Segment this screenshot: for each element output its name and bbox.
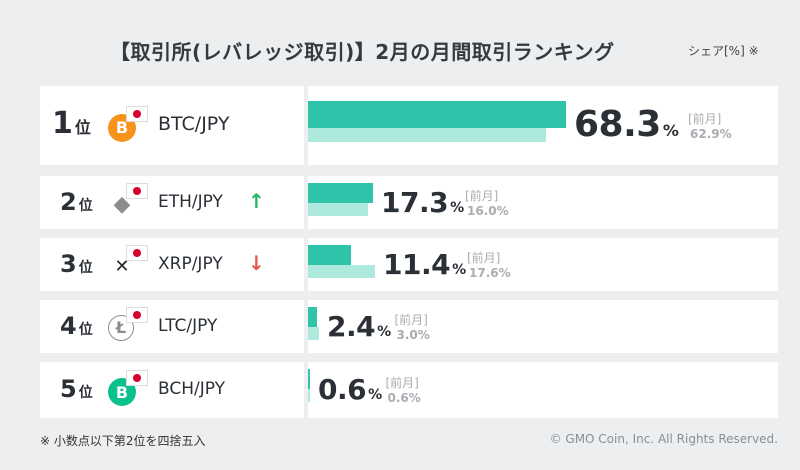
japan-flag-icon xyxy=(126,105,148,122)
share-unit-label: シェア[%] ※ xyxy=(688,44,759,58)
current-share-bar xyxy=(308,307,317,327)
percent-sign: % xyxy=(368,387,383,403)
previous-share-number: 16.0% xyxy=(467,203,509,218)
previous-share-bar xyxy=(308,128,546,142)
ranking-row-1: 1 位 B BTC/JPY 68.3% [前月] 62.9% xyxy=(40,86,778,165)
rank-suffix: 位 xyxy=(78,385,93,401)
current-share-bar xyxy=(308,369,310,389)
rank-number: 3 xyxy=(60,249,77,278)
previous-share-number: 17.6% xyxy=(469,265,511,280)
japan-flag-icon xyxy=(126,306,148,323)
previous-month-label: [前月] xyxy=(394,312,428,327)
previous-month-value: [前月] 62.9% xyxy=(688,110,732,142)
previous-month-value: [前月] 0.6% xyxy=(386,374,421,406)
pair-name: BCH/JPY xyxy=(158,379,226,399)
arrow-up-icon: ↑ xyxy=(248,188,265,213)
previous-month-label: [前月] xyxy=(467,250,501,265)
current-share-value: 68.3% xyxy=(574,104,679,145)
share-number: 0.6 xyxy=(318,373,367,406)
chart-title: 【取引所(レバレッジ取引)】2月の月間取引ランキング xyxy=(110,40,615,64)
previous-month-value: [前月] 17.6% xyxy=(467,249,511,281)
rank-suffix: 位 xyxy=(74,117,91,137)
previous-share-bar xyxy=(308,327,319,340)
previous-month-value: [前月] 16.0% xyxy=(465,187,509,219)
previous-month-label: [前月] xyxy=(385,376,419,390)
current-share-value: 2.4% xyxy=(327,310,391,343)
current-share-bar xyxy=(308,245,351,265)
previous-share-bar xyxy=(308,203,368,216)
current-share-value: 17.3% xyxy=(381,186,464,219)
percent-sign: % xyxy=(452,261,467,278)
current-share-value: 0.6% xyxy=(318,373,382,406)
previous-share-number: 3.0% xyxy=(396,327,430,342)
ranking-row-3: 3 位 ✕ XRP/JPY ↓ 11.4% [前月] 17.6% xyxy=(40,238,778,291)
rank-suffix: 位 xyxy=(78,197,93,214)
column-divider xyxy=(304,84,308,420)
ranking-row-4: 4 位 Ł LTC/JPY 2.4% [前月] 3.0% xyxy=(40,300,778,353)
rank-suffix: 位 xyxy=(78,321,93,338)
rank-number: 1 xyxy=(52,105,73,141)
share-number: 68.3 xyxy=(574,103,661,145)
pair-name: LTC/JPY xyxy=(158,315,218,336)
japan-flag-icon xyxy=(126,182,148,199)
rank-number: 2 xyxy=(60,187,77,216)
percent-sign: % xyxy=(450,199,465,216)
previous-share-bar xyxy=(308,265,375,278)
previous-share-number: 0.6% xyxy=(387,391,421,405)
footnote: ※ 小数点以下第2位を四捨五入 xyxy=(40,434,206,448)
japan-flag-icon xyxy=(126,370,148,386)
pair-name: XRP/JPY xyxy=(158,253,223,274)
current-share-value: 11.4% xyxy=(383,248,466,281)
previous-month-label: [前月] xyxy=(465,188,499,203)
pair-name: ETH/JPY xyxy=(158,191,223,212)
share-number: 17.3 xyxy=(381,185,449,219)
ranking-row-5: 5 位 B BCH/JPY 0.6% [前月] 0.6% xyxy=(40,362,778,418)
ranking-row-2: 2 位 ◆ ETH/JPY ↑ 17.3% [前月] 16.0% xyxy=(40,176,778,229)
rank-suffix: 位 xyxy=(78,259,93,276)
previous-share-number: 62.9% xyxy=(690,126,732,141)
share-number: 11.4 xyxy=(383,247,451,281)
previous-month-value: [前月] 3.0% xyxy=(395,311,430,343)
previous-month-label: [前月] xyxy=(688,111,722,126)
arrow-down-icon: ↓ xyxy=(248,250,265,275)
current-share-bar xyxy=(308,101,566,128)
pair-name: BTC/JPY xyxy=(158,112,230,135)
copyright: © GMO Coin, Inc. All Rights Reserved. xyxy=(549,432,778,446)
rank-number: 4 xyxy=(60,311,77,340)
percent-sign: % xyxy=(377,323,392,340)
previous-share-bar xyxy=(308,389,310,402)
rank-number: 5 xyxy=(60,375,77,403)
percent-sign: % xyxy=(662,120,679,140)
japan-flag-icon xyxy=(126,244,148,261)
share-number: 2.4 xyxy=(327,309,376,343)
current-share-bar xyxy=(308,183,373,203)
